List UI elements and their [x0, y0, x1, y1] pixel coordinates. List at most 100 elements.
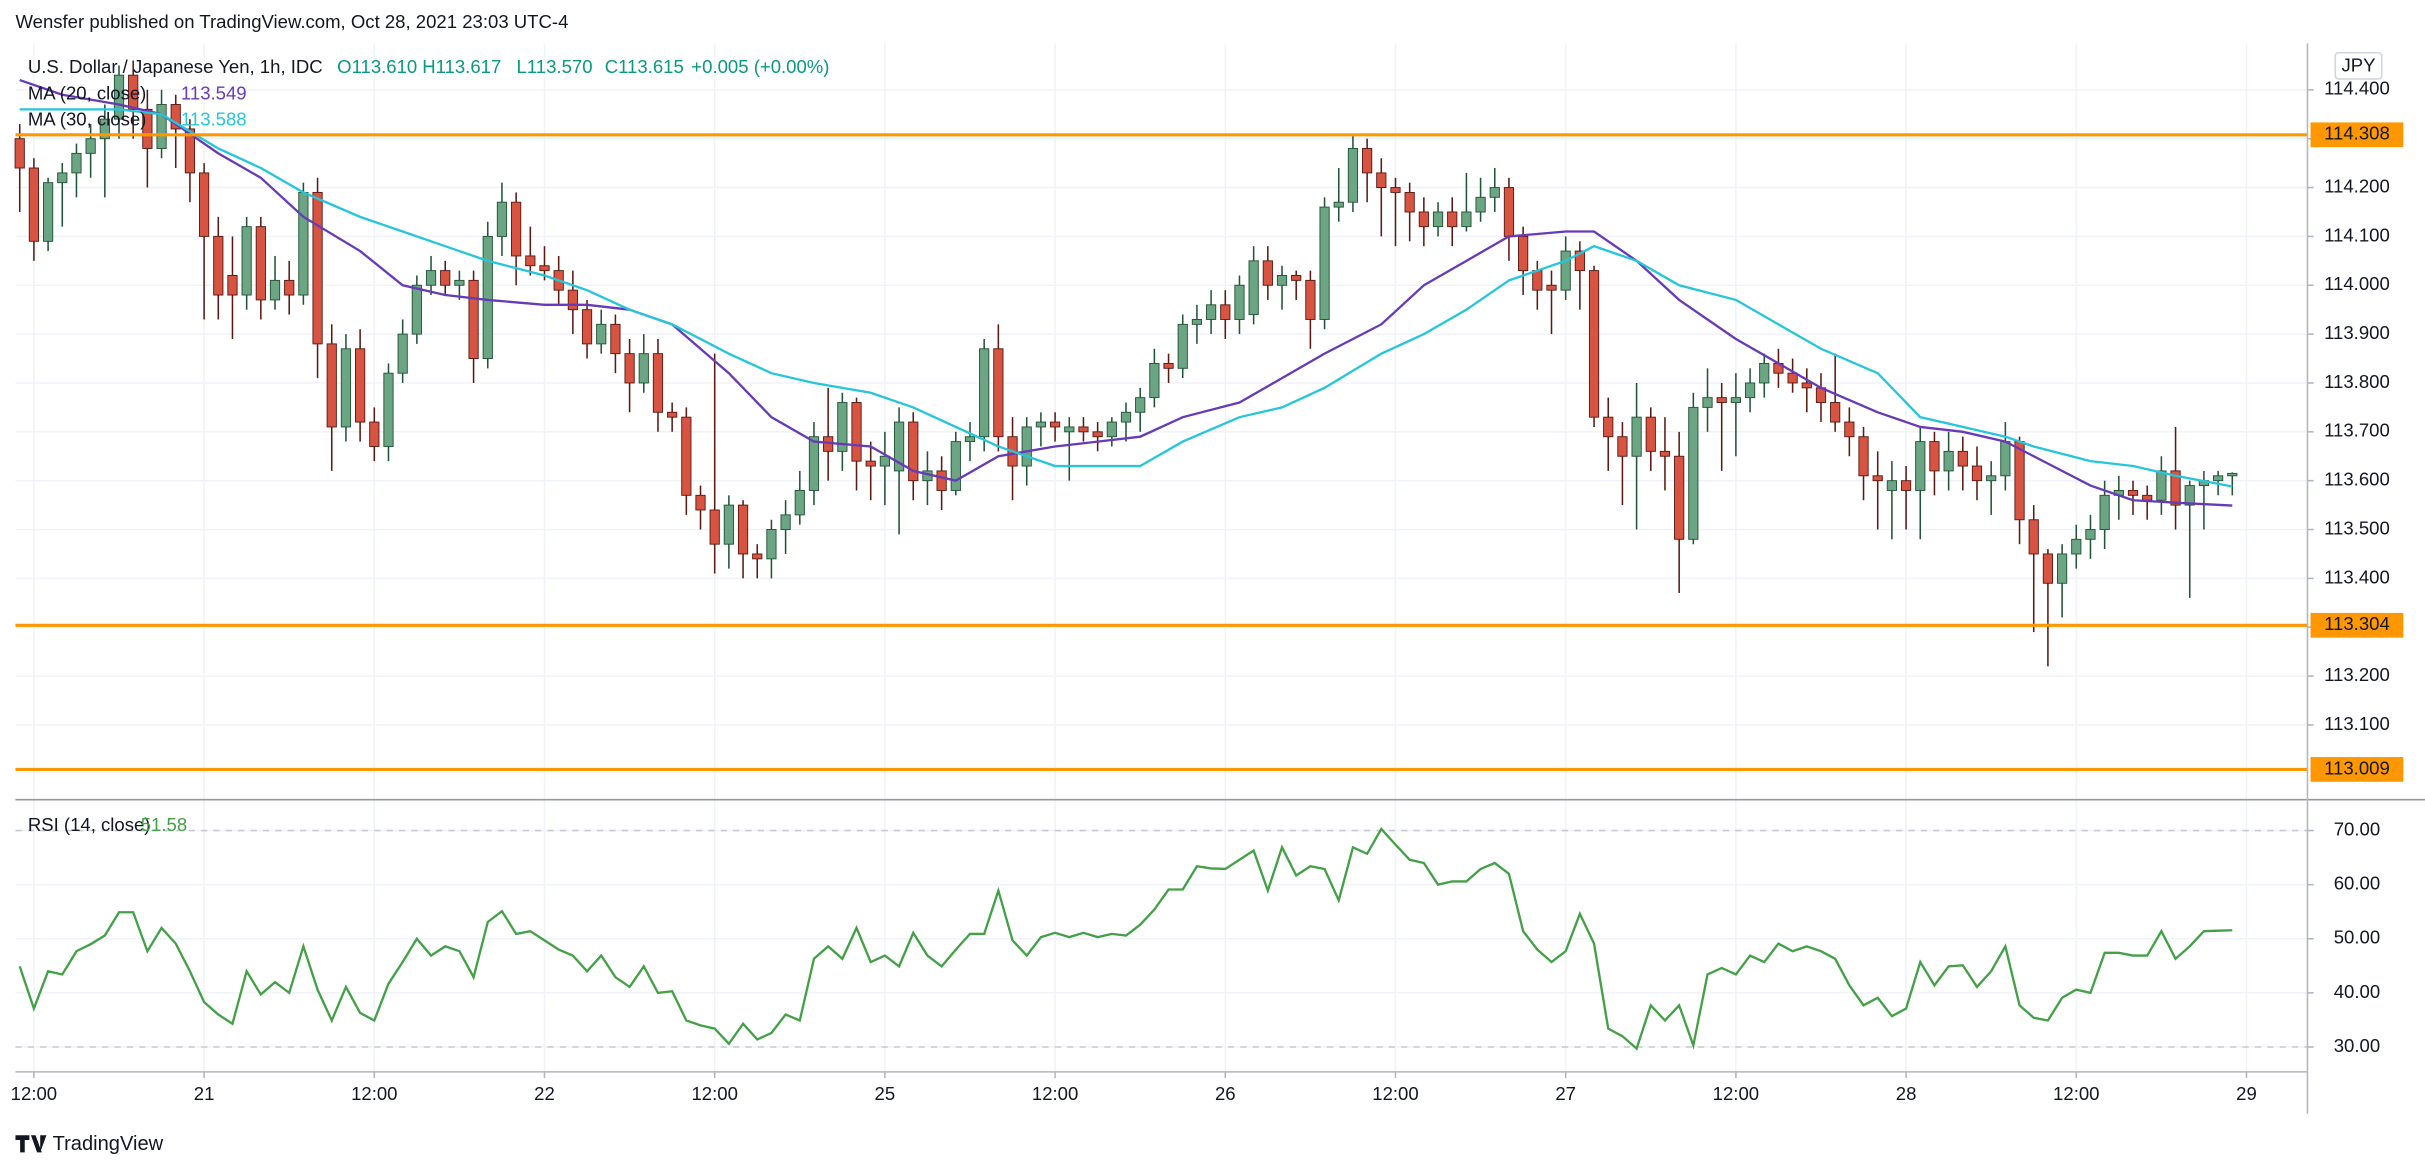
candle-body — [1844, 421, 1855, 438]
x-tick-label: 26 — [1215, 1083, 1236, 1104]
candle-body — [1787, 372, 1798, 384]
candle-body — [2142, 494, 2153, 501]
candle-body — [1035, 421, 1047, 428]
candle-body — [1206, 304, 1217, 320]
candle-body — [2213, 475, 2224, 482]
candle-body — [184, 128, 196, 174]
x-tick-label: 29 — [2236, 1083, 2257, 1104]
candle-body — [142, 108, 153, 149]
candle-body — [1248, 260, 1259, 316]
candle-body — [1900, 480, 1912, 491]
y-tick-label: 113.400 — [2324, 566, 2390, 587]
level-tag — [2310, 757, 2404, 782]
candle-body — [1106, 421, 1117, 438]
candle-body — [766, 529, 777, 560]
candle-body — [2170, 470, 2181, 506]
candle-body — [1163, 362, 1174, 369]
y-tick-label: 113.200 — [2324, 664, 2390, 685]
level-tag — [2310, 122, 2404, 148]
candle-body — [1191, 318, 1203, 325]
y-tick-label: 114.400 — [2324, 78, 2390, 99]
candle-body — [808, 436, 820, 491]
candle-body — [1957, 450, 1968, 467]
candle-body — [2184, 485, 2195, 506]
mark-layer — [14, 60, 2308, 1051]
candle-body — [1049, 421, 1061, 428]
candle-body — [99, 118, 110, 140]
brand-logo[interactable] — [15, 1135, 47, 1153]
y-tick-label: 114.100 — [2324, 224, 2390, 245]
candle-body — [1220, 304, 1231, 320]
candle-body — [1064, 426, 1075, 433]
candle-body — [539, 265, 550, 272]
candle-body — [2085, 529, 2096, 540]
candle-body — [57, 172, 68, 184]
candle-body — [440, 270, 451, 286]
candle-body — [1830, 402, 1841, 423]
candle-body — [1730, 397, 1741, 403]
candle-body — [1021, 426, 1032, 467]
candle-body — [2028, 519, 2039, 555]
symbol-title: U.S. Dollar / Japanese Yen, 1h, IDC — [28, 56, 323, 77]
y-tick-label: 113.700 — [2324, 420, 2390, 441]
y-tick-label: 113.900 — [2324, 322, 2390, 343]
legend-name: MA (20, close) — [28, 82, 147, 103]
candle-body — [312, 191, 323, 345]
level-tag-label: 113.304 — [2324, 613, 2390, 634]
y-tick-label: 113.600 — [2324, 469, 2390, 490]
level-tag-label: 113.009 — [2324, 757, 2390, 778]
currency[interactable]: JPY — [2341, 55, 2375, 76]
candle-body — [1915, 441, 1926, 491]
x-tick-label: 25 — [875, 1083, 896, 1104]
legend-value: 113.588 — [181, 109, 247, 130]
candle-body — [156, 104, 167, 149]
candle-body — [425, 270, 437, 286]
candle-body — [2156, 470, 2167, 501]
candle-body — [1489, 187, 1500, 198]
legend-name: RSI (14, close) — [28, 814, 151, 835]
candle-body — [340, 348, 352, 428]
candle-body — [411, 284, 422, 335]
x-tick-label: 12:00 — [11, 1083, 57, 1104]
candle-body — [1149, 362, 1160, 399]
candle-body — [964, 436, 976, 443]
ohlc-low: L113.570 — [517, 56, 593, 77]
candle-body — [1291, 275, 1302, 281]
x-tick-label: 12:00 — [691, 1083, 737, 1104]
candle-body — [908, 421, 919, 482]
candle-body — [893, 421, 905, 472]
y-tick-label: 113.500 — [2324, 517, 2390, 538]
candle-body — [2071, 538, 2082, 555]
candle-body — [2227, 472, 2238, 477]
brand-name[interactable]: TradingView — [53, 1133, 164, 1155]
candle-body — [85, 138, 96, 154]
candle-body — [468, 279, 479, 360]
candle-body — [979, 348, 990, 438]
candle-body — [1432, 211, 1444, 228]
legend-name: MA (30, close) — [28, 109, 147, 130]
candle-body — [397, 333, 408, 374]
candle-body — [851, 402, 862, 462]
x-tick-label: 27 — [1555, 1083, 1576, 1104]
candle-body — [1532, 270, 1543, 291]
candle-body — [681, 416, 692, 496]
candle-body — [2056, 553, 2068, 584]
x-tick-label: 22 — [534, 1083, 555, 1104]
candle-body — [511, 201, 522, 257]
candle-body — [624, 353, 635, 384]
candle-body — [113, 74, 125, 120]
ohlc-change: +0.005 (+0.00%) — [691, 56, 829, 77]
candle-body — [1716, 397, 1727, 403]
moving-average-line — [19, 108, 2233, 488]
y-tick-label: 70.00 — [2334, 818, 2380, 839]
candle-body — [1319, 206, 1330, 320]
candle-body — [1120, 411, 1132, 423]
currency-box[interactable] — [2334, 51, 2383, 80]
candle-body — [737, 504, 749, 555]
candle-body — [1305, 279, 1316, 320]
candle-body — [128, 74, 139, 110]
candle-body — [752, 553, 763, 560]
level-tag-label: 114.308 — [2324, 123, 2390, 144]
candle-body — [936, 470, 947, 491]
candle-body — [1078, 426, 1089, 433]
